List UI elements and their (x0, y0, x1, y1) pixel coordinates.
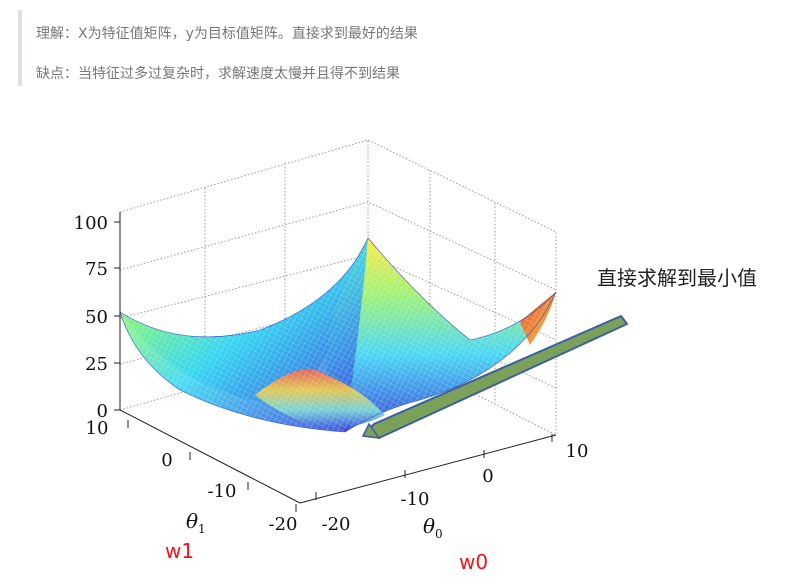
w1-label: w1 (165, 539, 195, 563)
theta1-tick: 10 (86, 418, 109, 439)
quote-line-drawback: 缺点：当特征过多过复杂时，求解速度太慢并且得不到结果 (36, 66, 400, 82)
theta0-subscript: 0 (435, 527, 443, 541)
theta1-axis-ticks: 10 0 -10 -20 (86, 418, 298, 535)
cost-surface (119, 237, 557, 433)
theta1-subscript: 1 (198, 522, 206, 536)
z-tick: 100 (74, 213, 108, 234)
annotation-direct-solution: 直接求解到最小值 (597, 266, 757, 290)
blockquote (18, 10, 782, 86)
theta1-symbol: θ (186, 509, 198, 533)
theta0-tick: -20 (322, 514, 351, 535)
theta0-symbol: θ (423, 514, 435, 538)
quote-line-understanding: 理解：X为特征值矩阵，y为目标值矩阵。直接求到最好的结果 (36, 26, 418, 42)
theta0-axis-label: θ0 (423, 514, 443, 541)
theta1-axis-label: θ1 (186, 509, 206, 536)
z-tick: 75 (85, 259, 108, 280)
theta0-tick: -10 (401, 489, 430, 510)
theta0-tick: 10 (566, 441, 589, 462)
theta1-tick: 0 (161, 450, 172, 471)
z-tick: 0 (97, 401, 108, 422)
z-axis-ticks: 100 75 50 25 0 (74, 213, 108, 422)
arrow-head (361, 422, 381, 439)
theta1-tick: -10 (208, 481, 237, 502)
z-tick: 50 (85, 307, 108, 328)
theta1-tick: -20 (269, 514, 298, 535)
cost-surface-figure: 100 75 50 25 0 10 0 -10 -20 -20 -10 0 10… (74, 139, 628, 541)
theta0-axis-ticks: -20 -10 0 10 (322, 441, 589, 535)
w0-label: w0 (459, 550, 489, 574)
theta0-tick: 0 (482, 466, 493, 487)
z-tick: 25 (85, 354, 108, 375)
axes (114, 212, 557, 512)
